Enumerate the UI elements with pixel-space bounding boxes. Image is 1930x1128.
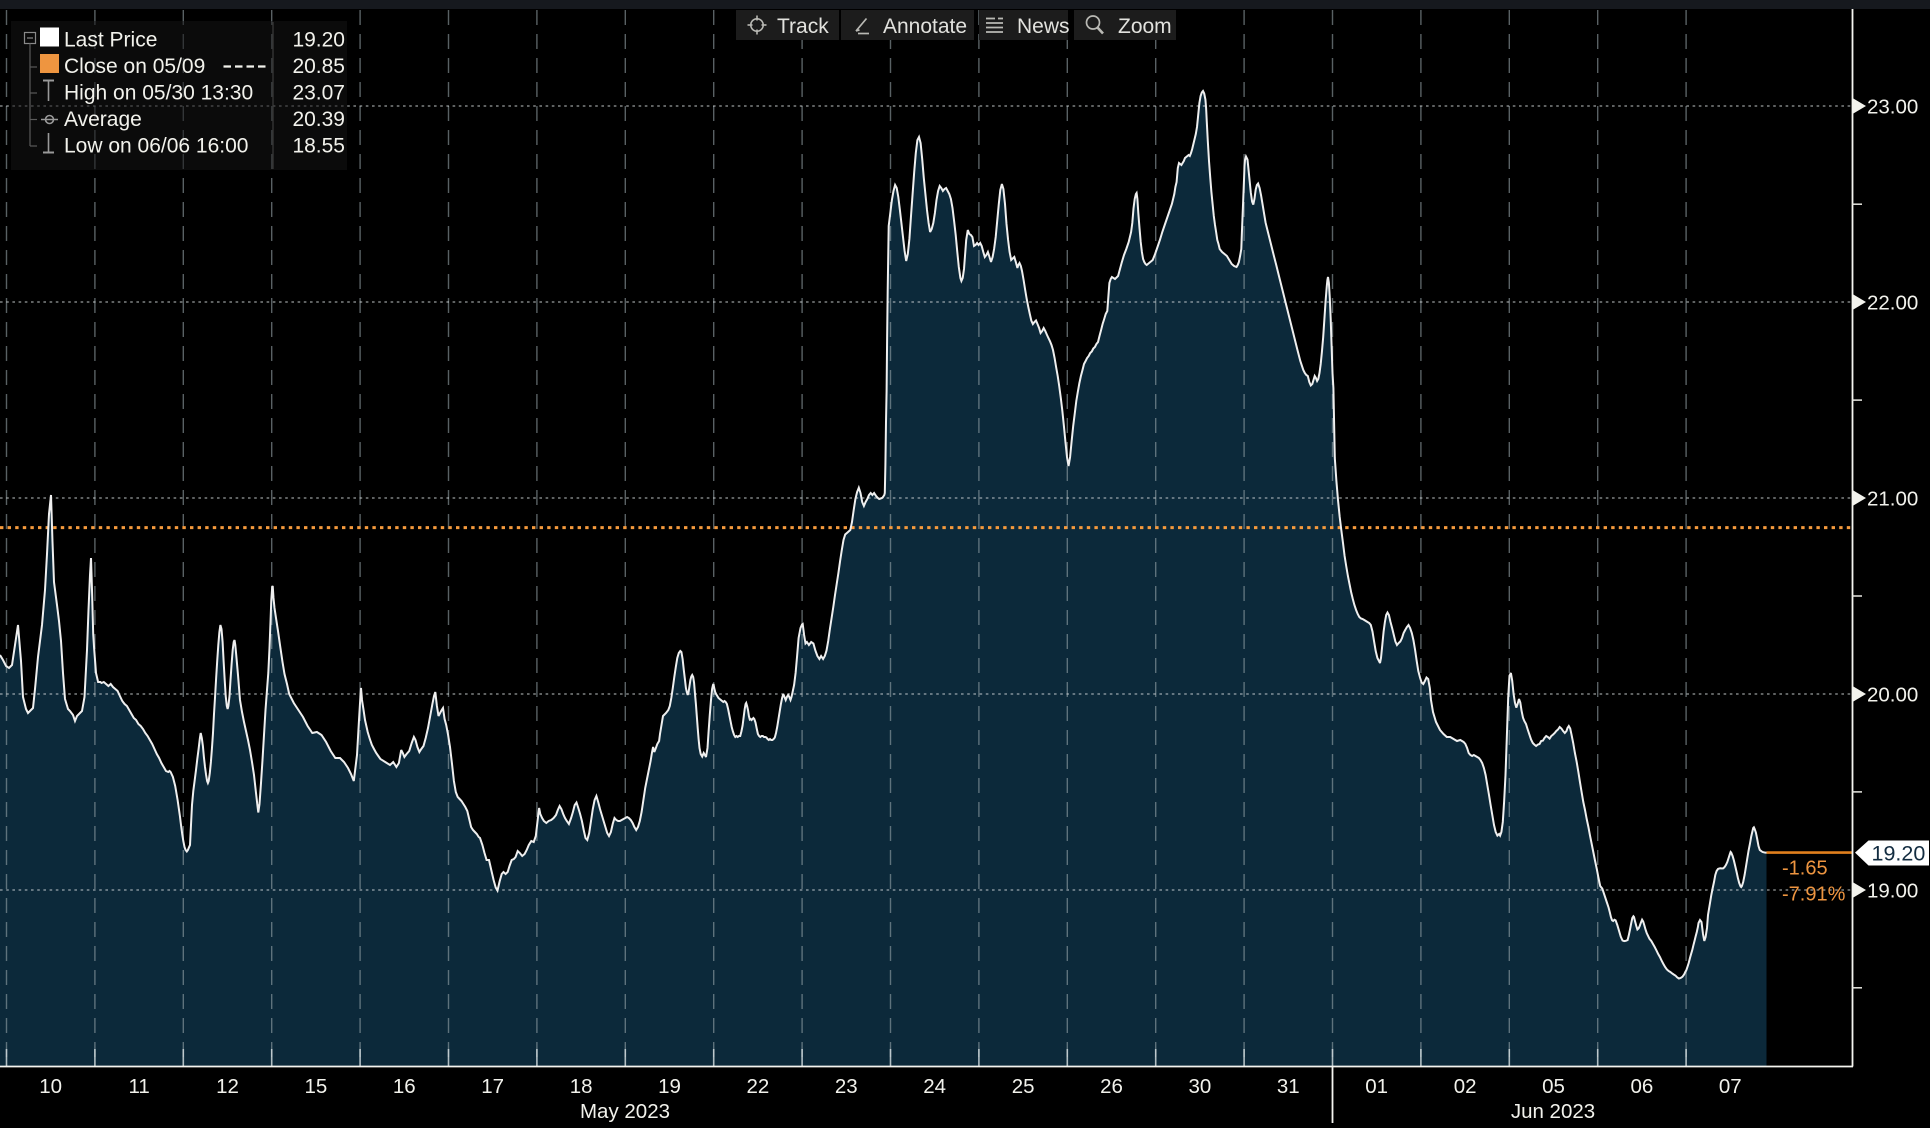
- svg-text:23: 23: [835, 1075, 858, 1098]
- svg-text:07: 07: [1719, 1075, 1742, 1098]
- svg-text:30: 30: [1188, 1075, 1211, 1098]
- svg-text:Track: Track: [777, 15, 829, 38]
- svg-text:01: 01: [1365, 1075, 1388, 1098]
- svg-text:Close on 05/09: Close on 05/09: [64, 55, 205, 78]
- svg-text:22: 22: [746, 1075, 769, 1098]
- svg-text:-1.65: -1.65: [1782, 858, 1828, 880]
- svg-text:24: 24: [923, 1075, 946, 1098]
- svg-text:Last Price: Last Price: [64, 29, 157, 52]
- svg-text:10: 10: [39, 1075, 62, 1098]
- svg-text:22.00: 22.00: [1867, 292, 1918, 315]
- svg-text:Zoom: Zoom: [1118, 15, 1172, 38]
- svg-text:02: 02: [1454, 1075, 1477, 1098]
- svg-text:20.39: 20.39: [292, 108, 345, 131]
- svg-text:12: 12: [216, 1075, 239, 1098]
- svg-text:17: 17: [481, 1075, 504, 1098]
- svg-text:18: 18: [570, 1075, 593, 1098]
- svg-text:High on 05/30 13:30: High on 05/30 13:30: [64, 82, 253, 105]
- svg-text:News: News: [1017, 15, 1070, 38]
- svg-text:19.00: 19.00: [1867, 880, 1918, 903]
- svg-text:20.85: 20.85: [292, 55, 345, 78]
- svg-text:15: 15: [304, 1075, 327, 1098]
- svg-text:19.20: 19.20: [1872, 842, 1926, 866]
- svg-text:May 2023: May 2023: [580, 1100, 670, 1123]
- svg-text:18.55: 18.55: [292, 135, 345, 158]
- svg-text:06: 06: [1630, 1075, 1653, 1098]
- svg-text:25: 25: [1012, 1075, 1035, 1098]
- svg-text:19: 19: [658, 1075, 681, 1098]
- svg-text:19.20: 19.20: [292, 29, 345, 52]
- svg-text:Average: Average: [64, 108, 142, 131]
- svg-text:16: 16: [393, 1075, 416, 1098]
- svg-text:31: 31: [1277, 1075, 1300, 1098]
- svg-text:-7.91%: -7.91%: [1782, 884, 1846, 906]
- svg-text:23.00: 23.00: [1867, 96, 1918, 119]
- svg-text:Low on 06/06 16:00: Low on 06/06 16:00: [64, 135, 249, 158]
- svg-text:Jun 2023: Jun 2023: [1511, 1100, 1595, 1123]
- svg-text:Annotate: Annotate: [883, 15, 967, 38]
- svg-text:11: 11: [128, 1075, 149, 1098]
- svg-text:21.00: 21.00: [1867, 488, 1918, 511]
- svg-text:26: 26: [1100, 1075, 1123, 1098]
- svg-text:20.00: 20.00: [1867, 684, 1918, 707]
- svg-text:05: 05: [1542, 1075, 1565, 1098]
- svg-text:23.07: 23.07: [292, 82, 345, 105]
